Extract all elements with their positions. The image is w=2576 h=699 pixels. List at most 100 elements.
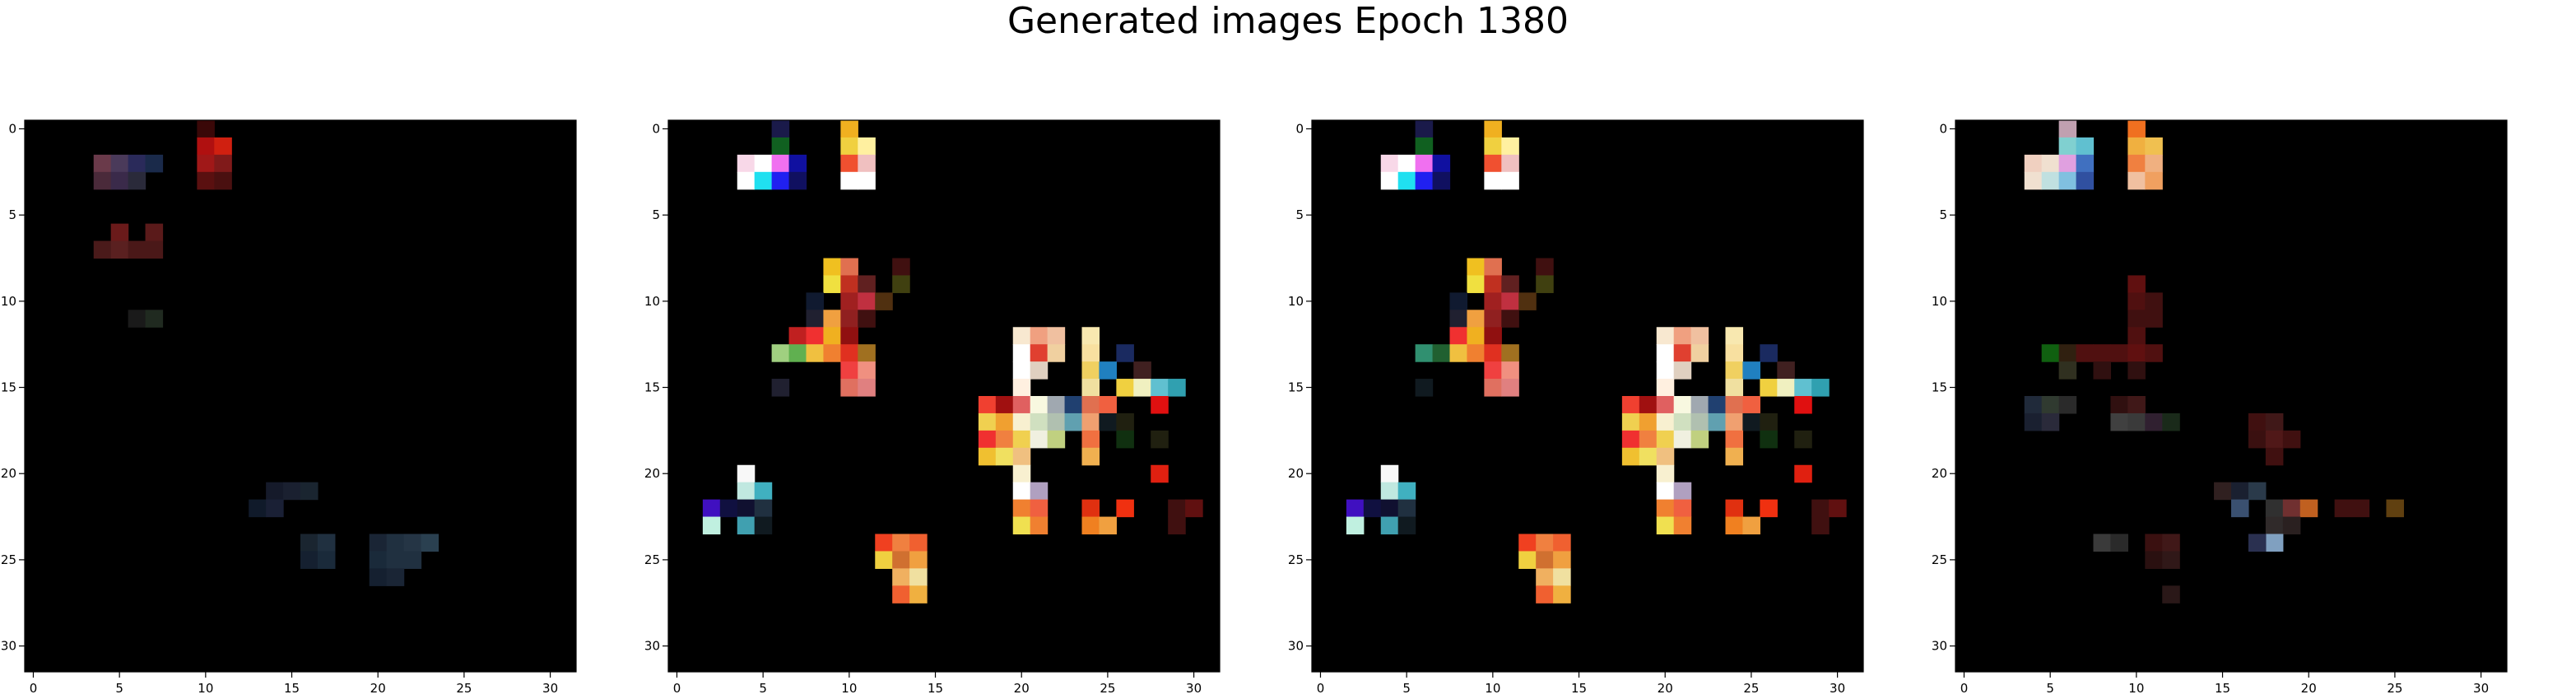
y-tick-label: 0	[1939, 121, 1947, 136]
image-pixel	[1725, 396, 1744, 414]
image-pixel	[386, 551, 405, 569]
image-pixel	[2024, 171, 2043, 190]
image-pixel	[1725, 412, 1744, 431]
image-pixel	[1081, 344, 1100, 362]
image-pixel	[2248, 534, 2267, 552]
image-pixel	[266, 482, 284, 501]
image-pixel	[1047, 344, 1066, 362]
image-pixel	[1777, 379, 1795, 397]
image-pixel	[1012, 344, 1031, 362]
image-pixel	[823, 327, 841, 345]
image-pixel	[858, 171, 876, 190]
image-pixel	[1467, 310, 1485, 328]
image-pixel	[1081, 499, 1100, 518]
image-pixel	[214, 154, 232, 173]
image-pixel	[995, 412, 1014, 431]
image-pixel	[1794, 379, 1812, 397]
image-pixel	[806, 344, 825, 362]
image-pixel	[1397, 516, 1416, 535]
image-pixel	[197, 154, 215, 173]
image-pixel	[1415, 154, 1434, 173]
image-pixel	[2145, 171, 2163, 190]
image-pixel	[1621, 412, 1640, 431]
image-pixel	[1484, 275, 1502, 293]
image-pixel	[1656, 361, 1675, 380]
image-pixel	[145, 154, 164, 173]
image-pixel	[369, 534, 388, 552]
image-pixel	[737, 482, 756, 501]
image-pixel	[1484, 171, 1502, 190]
image-pixel	[1673, 516, 1692, 535]
image-pixel	[1030, 482, 1049, 501]
x-tick-label: 15	[928, 681, 943, 696]
image-pixel	[909, 551, 928, 569]
image-pixel	[386, 568, 405, 586]
image-pixel	[840, 361, 858, 380]
image-pixel	[2162, 551, 2180, 569]
image-pixel	[1536, 258, 1554, 277]
image-pixel	[2041, 171, 2060, 190]
x-tick-label: 0	[1317, 681, 1325, 696]
image-pixel	[1725, 447, 1744, 466]
image-pixel	[2162, 534, 2180, 552]
image-pixel	[909, 585, 928, 603]
image-pixel	[840, 327, 858, 345]
image-pixel	[2076, 137, 2095, 156]
image-pixel	[1030, 396, 1049, 414]
image-pixel	[1012, 327, 1031, 345]
image-pixel	[1151, 430, 1169, 449]
image-pixel	[2145, 154, 2163, 173]
image-pixel	[1742, 361, 1760, 380]
image-pixel	[1116, 344, 1134, 362]
image-pixel	[771, 120, 790, 138]
image-pixel	[2127, 137, 2146, 156]
axes-frame	[1311, 119, 1864, 673]
image-pixel	[128, 154, 146, 173]
image-pixel	[771, 344, 790, 362]
x-tick-label: 25	[1743, 681, 1759, 696]
image-pixel	[1030, 361, 1049, 380]
image-pixel	[1030, 430, 1049, 449]
image-pixel	[1639, 396, 1658, 414]
image-pixel	[1030, 516, 1049, 535]
image-pixel	[2058, 120, 2077, 138]
image-pixel	[1397, 171, 1416, 190]
image-pixel	[2145, 344, 2163, 362]
image-pixel	[1030, 412, 1049, 431]
image-pixel	[2058, 137, 2077, 156]
x-tick-label: 0	[1960, 681, 1969, 696]
image-pixel	[1012, 447, 1031, 466]
image-pixel	[386, 534, 405, 552]
axes-frame	[667, 119, 1221, 673]
image-pixel	[1553, 551, 1571, 569]
image-pixel	[2265, 447, 2284, 466]
image-pixel	[2127, 327, 2146, 345]
image-pixel	[1030, 327, 1049, 345]
image-pixel	[2127, 344, 2146, 362]
image-pixel	[875, 551, 893, 569]
image-pixel	[1116, 430, 1134, 449]
y-tick-label: 30	[1288, 639, 1304, 654]
x-tick-label: 25	[456, 681, 472, 696]
image-pixel	[788, 171, 807, 190]
y-tick-label: 20	[1288, 466, 1304, 481]
image-pixel	[754, 516, 773, 535]
image-pixel	[2265, 534, 2284, 552]
image-pixel	[909, 534, 928, 552]
image-pixel	[128, 310, 146, 328]
image-pixel	[806, 310, 825, 328]
image-pixel	[858, 361, 876, 380]
image-pixel	[892, 534, 910, 552]
image-pixel	[2093, 344, 2112, 362]
image-pixel	[771, 154, 790, 173]
image-pixel	[1012, 379, 1031, 397]
image-pixel	[2041, 396, 2060, 414]
image-pixel	[214, 137, 232, 156]
image-pixel	[840, 344, 858, 362]
image-pixel	[1501, 292, 1519, 310]
y-tick-label: 0	[652, 121, 660, 136]
image-pixel	[266, 499, 284, 518]
image-pixel	[1030, 499, 1049, 518]
image-pixel	[1536, 551, 1554, 569]
image-pixel	[1415, 120, 1434, 138]
